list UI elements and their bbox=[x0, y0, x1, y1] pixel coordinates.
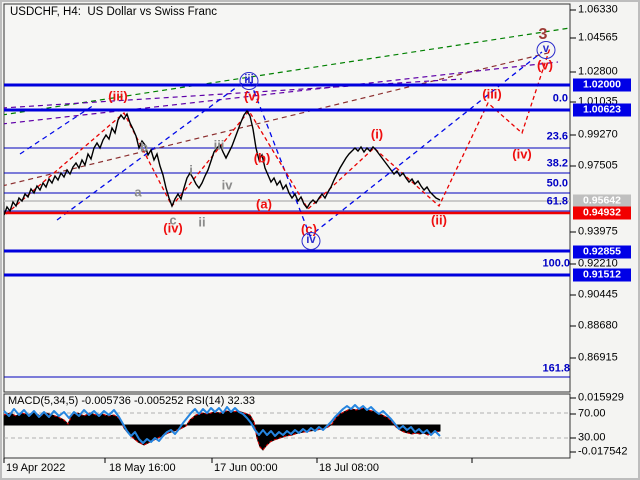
trading-chart-window: USDCHF, H4: US Dollar vs Swiss Franc MAC… bbox=[0, 0, 640, 480]
chart-canvas[interactable] bbox=[2, 2, 640, 480]
